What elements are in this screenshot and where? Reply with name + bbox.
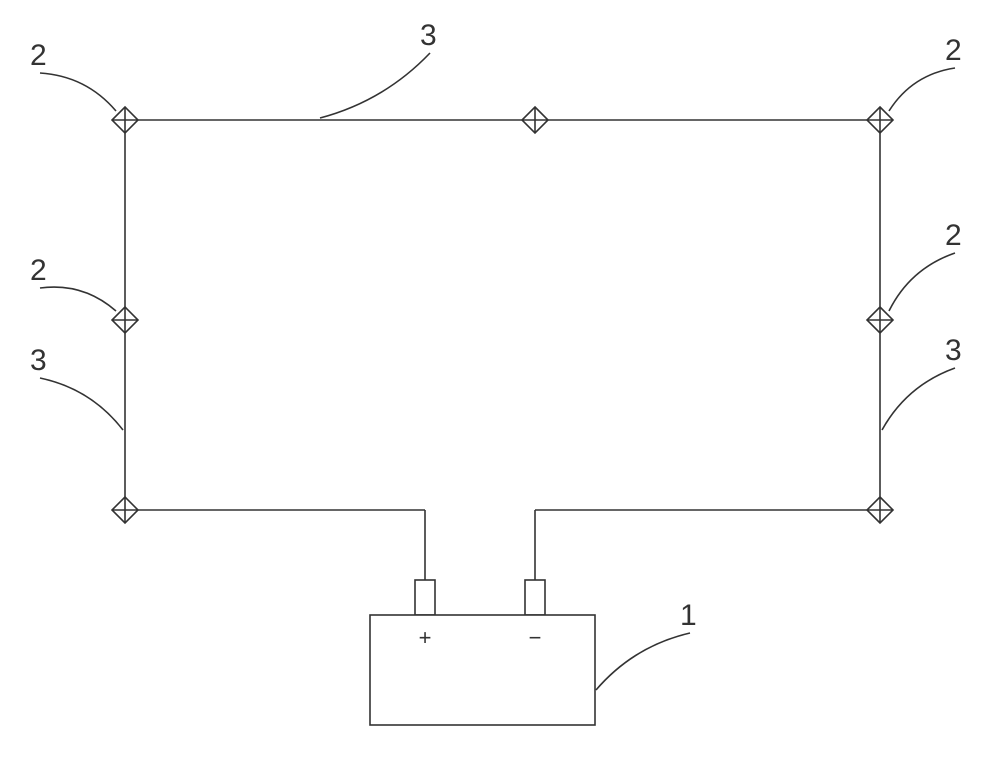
reference-label: 3: [30, 344, 47, 377]
reference-label: 3: [945, 334, 962, 367]
nodes: [112, 107, 893, 523]
wires: [125, 120, 880, 510]
reference-label: 2: [945, 219, 962, 252]
battery-terminals: [415, 580, 545, 615]
battery-minus-symbol: −: [529, 625, 542, 650]
reference-label: 3: [420, 19, 437, 52]
battery-plus-symbol: +: [419, 625, 432, 650]
leader-line: [40, 73, 116, 111]
leader-line: [40, 378, 123, 430]
leader-line: [882, 368, 955, 430]
node-icon: [522, 107, 548, 133]
leader-line: [40, 287, 116, 311]
reference-label: 2: [30, 39, 47, 72]
reference-label: 2: [30, 254, 47, 287]
battery-terminal: [415, 580, 435, 615]
battery-box: [370, 615, 595, 725]
node-icon: [867, 497, 893, 523]
circuit-diagram: + − 3 2 2 2 2 3 3 1: [0, 0, 1000, 769]
node-icon: [112, 497, 138, 523]
battery-terminal: [525, 580, 545, 615]
leader-line: [320, 53, 430, 118]
reference-label: 2: [945, 34, 962, 67]
leader-line: [596, 633, 690, 690]
reference-label: 1: [680, 599, 697, 632]
leader-line: [889, 68, 955, 111]
lead-wires: [125, 510, 880, 580]
leader-line: [889, 253, 955, 311]
